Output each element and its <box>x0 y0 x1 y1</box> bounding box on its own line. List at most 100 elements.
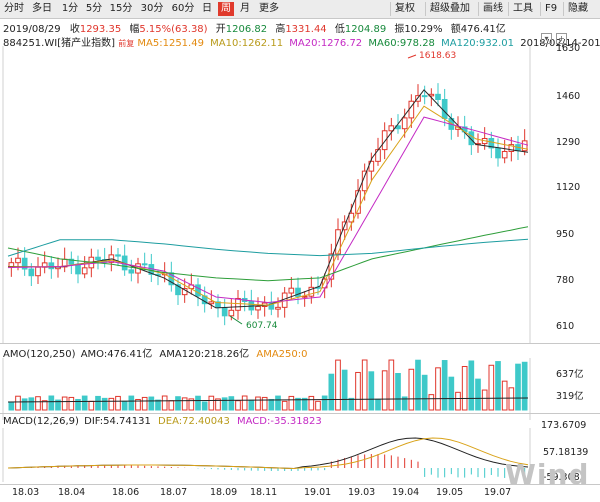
volume-bar <box>61 396 68 411</box>
volume-bar <box>315 400 321 411</box>
candle-body <box>268 302 275 310</box>
volume-bar <box>55 399 61 411</box>
volume-bar <box>481 389 488 411</box>
price-chart[interactable]: 1618.63 607.74 <box>0 46 600 344</box>
candle-body <box>521 140 528 152</box>
ma20-line <box>7 116 529 304</box>
candle-body <box>288 287 295 294</box>
period-tab-active[interactable]: 周 <box>218 2 234 16</box>
volume-bar <box>8 401 15 411</box>
candle-body <box>321 278 328 289</box>
adjust-button[interactable]: 复权 <box>390 2 419 16</box>
x-axis-label: 19.03 <box>348 487 376 498</box>
period-tab[interactable]: 月 <box>240 3 250 14</box>
period-tab[interactable]: 日 <box>202 3 212 14</box>
close-value: 1293.35 <box>79 24 122 35</box>
candle-body <box>8 262 15 267</box>
ma120-line <box>7 238 529 257</box>
ma20-legend: MA20:1276.72 <box>289 38 363 49</box>
period-tab[interactable]: 15分 <box>109 3 133 14</box>
ama120-line <box>7 397 529 403</box>
open-value: 1206.82 <box>225 24 268 35</box>
candle-body <box>495 147 501 159</box>
volume-bar <box>121 400 128 411</box>
draw-line-button[interactable]: 画线 <box>478 2 507 16</box>
x-axis-label: 19.07 <box>484 487 512 498</box>
candles-group <box>8 83 528 326</box>
macd-y-tick: -59.3082 <box>543 472 586 483</box>
period-tab[interactable]: 分时 <box>4 3 24 14</box>
open-label: 开 <box>215 24 226 35</box>
change-label: 幅 <box>129 24 140 35</box>
adjust-tag: 前复 <box>118 39 135 48</box>
x-axis-label: 19.01 <box>304 487 332 498</box>
period-tab-more[interactable]: 更多 <box>259 3 279 14</box>
overlay-button[interactable]: 超级叠加 <box>425 2 474 16</box>
volume-bar <box>255 396 261 411</box>
amount-label: 额 <box>450 24 461 35</box>
candle-body <box>115 254 121 257</box>
volume-bar <box>375 398 381 411</box>
candle-body <box>15 257 21 264</box>
ma10-legend: MA10:1262.11 <box>210 38 284 49</box>
hide-button[interactable]: 隐藏 <box>563 2 592 16</box>
volume-bar <box>301 397 308 411</box>
volume-bar <box>408 368 415 411</box>
volume-bar <box>361 359 368 411</box>
volume-bar <box>461 365 468 411</box>
x-axis: 18.03 18.04 18.06 18.07 18.09 18.11 19.01 19.03… <box>0 487 600 501</box>
amo-legend-row: AMO(120,250) AMO:476.41亿 AMA120:218.26亿 … <box>3 345 308 360</box>
low-value: 1204.89 <box>344 24 387 35</box>
volume-bar <box>455 391 461 411</box>
amo-value: AMO:476.41亿 <box>80 349 153 360</box>
index-code: 884251.WI <box>3 38 58 49</box>
period-tab[interactable]: 5分 <box>85 3 103 14</box>
candle-body <box>75 263 81 275</box>
dea-line <box>7 437 529 470</box>
high-value: 1331.44 <box>285 24 327 35</box>
macd-chart[interactable] <box>0 428 600 482</box>
candle-body <box>48 262 55 270</box>
candle-body <box>421 95 428 98</box>
volume-bar <box>115 395 121 411</box>
period-tab[interactable]: 60分 <box>171 3 195 14</box>
macd-label: MACD(12,26,9) <box>3 416 79 427</box>
volume-bar <box>168 400 175 411</box>
macd-legend-row: MACD(12,26,9) DIF:54.74131 DEA:72.40043 … <box>3 416 322 427</box>
panel-divider <box>0 343 600 344</box>
volume-bar <box>188 398 195 411</box>
candle-body <box>228 309 235 317</box>
period-tab[interactable]: 30分 <box>140 3 164 14</box>
index-name: [猪产业指数] <box>57 38 116 49</box>
volume-bar <box>155 399 161 411</box>
volume-bar <box>368 371 375 411</box>
volume-bar <box>81 395 88 411</box>
volume-bar <box>421 374 428 411</box>
ma60-line <box>7 226 529 282</box>
amo-chart[interactable] <box>0 358 600 420</box>
candle-body <box>128 269 135 274</box>
f9-button[interactable]: F9 <box>540 2 561 16</box>
volume-bar <box>181 397 188 411</box>
candle-body <box>221 307 228 317</box>
candle-body <box>308 286 315 297</box>
macd-value: MACD:-35.31823 <box>237 416 322 427</box>
volume-bar <box>48 395 55 411</box>
volume-bar <box>288 395 295 411</box>
settings-icon[interactable]: + <box>556 33 567 44</box>
x-axis-label: 18.11 <box>250 487 278 498</box>
period-tab[interactable]: 1分 <box>61 3 79 14</box>
expand-icon[interactable]: ▾ <box>541 33 552 44</box>
amo-label: AMO(120,250) <box>3 349 76 360</box>
volume-bar <box>448 376 455 411</box>
amplitude-value: 10.29% <box>404 24 443 35</box>
amplitude-label: 振 <box>394 24 405 35</box>
quote-date: 2019/08/29 <box>3 24 61 35</box>
high-annotation-pointer <box>407 54 417 59</box>
tools-button[interactable]: 工具 <box>508 2 537 16</box>
period-tab[interactable]: 多日 <box>32 3 52 14</box>
volume-bar <box>501 380 508 411</box>
candle-body <box>141 263 148 266</box>
volume-bar <box>508 387 515 411</box>
